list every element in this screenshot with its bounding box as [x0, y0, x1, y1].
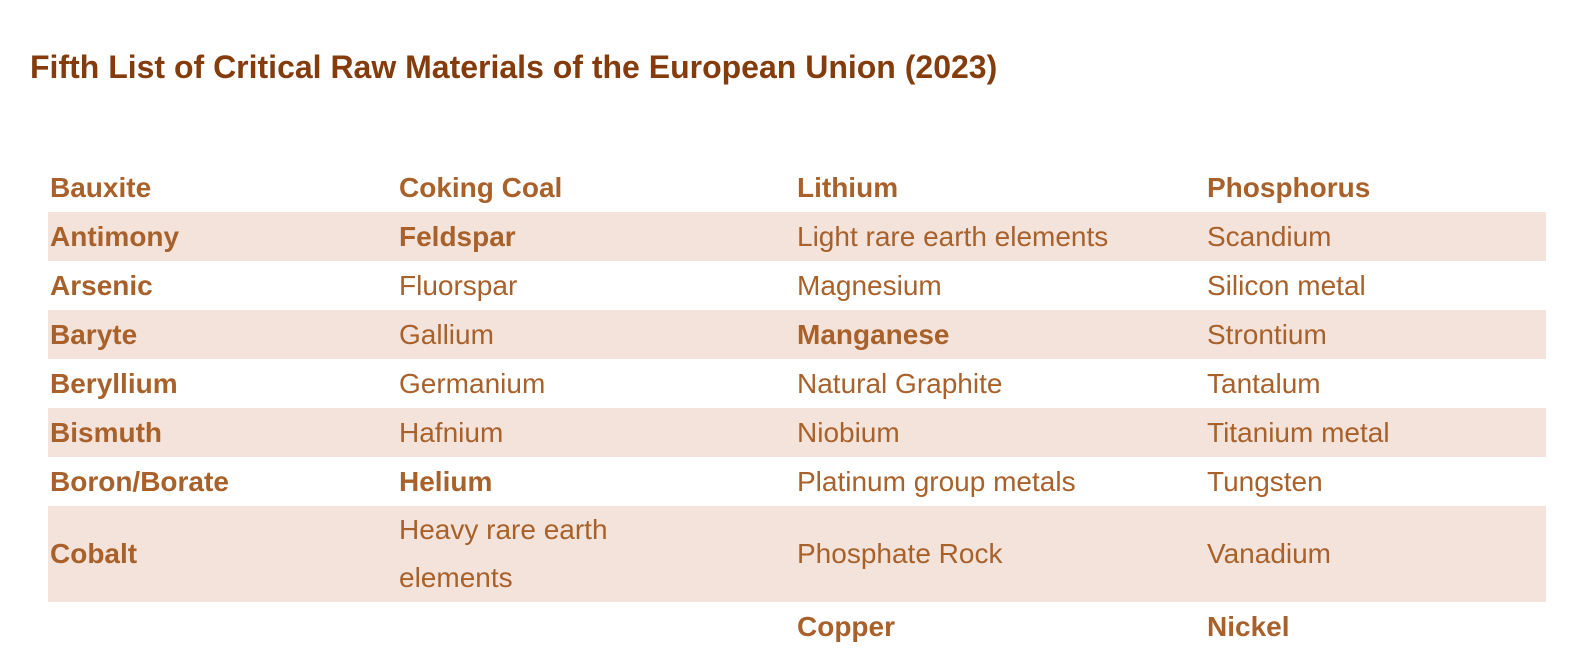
cell: Tungsten: [1207, 465, 1323, 497]
cell: Baryte: [48, 310, 397, 359]
table-row: Boron/Borate Helium Platinum group metal…: [48, 457, 1546, 506]
cell: Gallium: [397, 310, 795, 359]
table-row: Beryllium Germanium Natural Graphite Tan…: [48, 359, 1546, 408]
table-row: Copper Nickel: [48, 602, 1546, 651]
cell: Phosphorus: [1207, 171, 1371, 203]
cell: Nickel: [1207, 610, 1290, 642]
table-row: Bismuth Hafnium Niobium Titanium metal: [48, 408, 1546, 457]
table-row: Cobalt Heavy rare earth elements Phospha…: [48, 506, 1546, 602]
cell: Scandium: [1205, 212, 1546, 261]
cell: Strontium: [1205, 310, 1546, 359]
cell: Helium: [399, 465, 493, 497]
cell: Light rare earth elements: [795, 212, 1205, 261]
materials-table: Bauxite Coking Coal Lithium Phosphorus A…: [48, 163, 1546, 651]
cell: Manganese: [795, 310, 1205, 359]
cell: Hafnium: [397, 408, 795, 457]
cell: [397, 602, 795, 651]
cell: Silicon metal: [1207, 269, 1366, 301]
cell: Arsenic: [50, 269, 153, 301]
cell: Platinum group metals: [797, 465, 1076, 497]
cell: Bismuth: [48, 408, 397, 457]
cell: Vanadium: [1205, 506, 1546, 602]
cell: Fluorspar: [399, 269, 518, 301]
cell: Boron/Borate: [50, 465, 229, 497]
cell: Tantalum: [1207, 367, 1321, 399]
cell: Natural Graphite: [797, 367, 1003, 399]
page-title: Fifth List of Critical Raw Materials of …: [30, 49, 998, 85]
table-row: Arsenic Fluorspar Magnesium Silicon meta…: [48, 261, 1546, 310]
cell: Niobium: [795, 408, 1205, 457]
table-row: Antimony Feldspar Light rare earth eleme…: [48, 212, 1546, 261]
cell: Copper: [797, 610, 895, 642]
cell: Feldspar: [397, 212, 795, 261]
cell: Beryllium: [50, 367, 178, 399]
table-row: Baryte Gallium Manganese Strontium: [48, 310, 1546, 359]
cell: Magnesium: [797, 269, 942, 301]
cell: Titanium metal: [1205, 408, 1546, 457]
cell: Lithium: [797, 171, 899, 203]
cell: Antimony: [48, 212, 397, 261]
cell: Heavy rare earth elements: [397, 506, 795, 602]
cell: Phosphate Rock: [795, 506, 1205, 602]
cell: Germanium: [399, 367, 546, 399]
cell: Cobalt: [48, 506, 397, 602]
cell: Bauxite: [50, 171, 152, 203]
cell: Coking Coal: [399, 171, 563, 203]
table-row: Bauxite Coking Coal Lithium Phosphorus: [48, 163, 1546, 212]
cell: [48, 602, 397, 651]
